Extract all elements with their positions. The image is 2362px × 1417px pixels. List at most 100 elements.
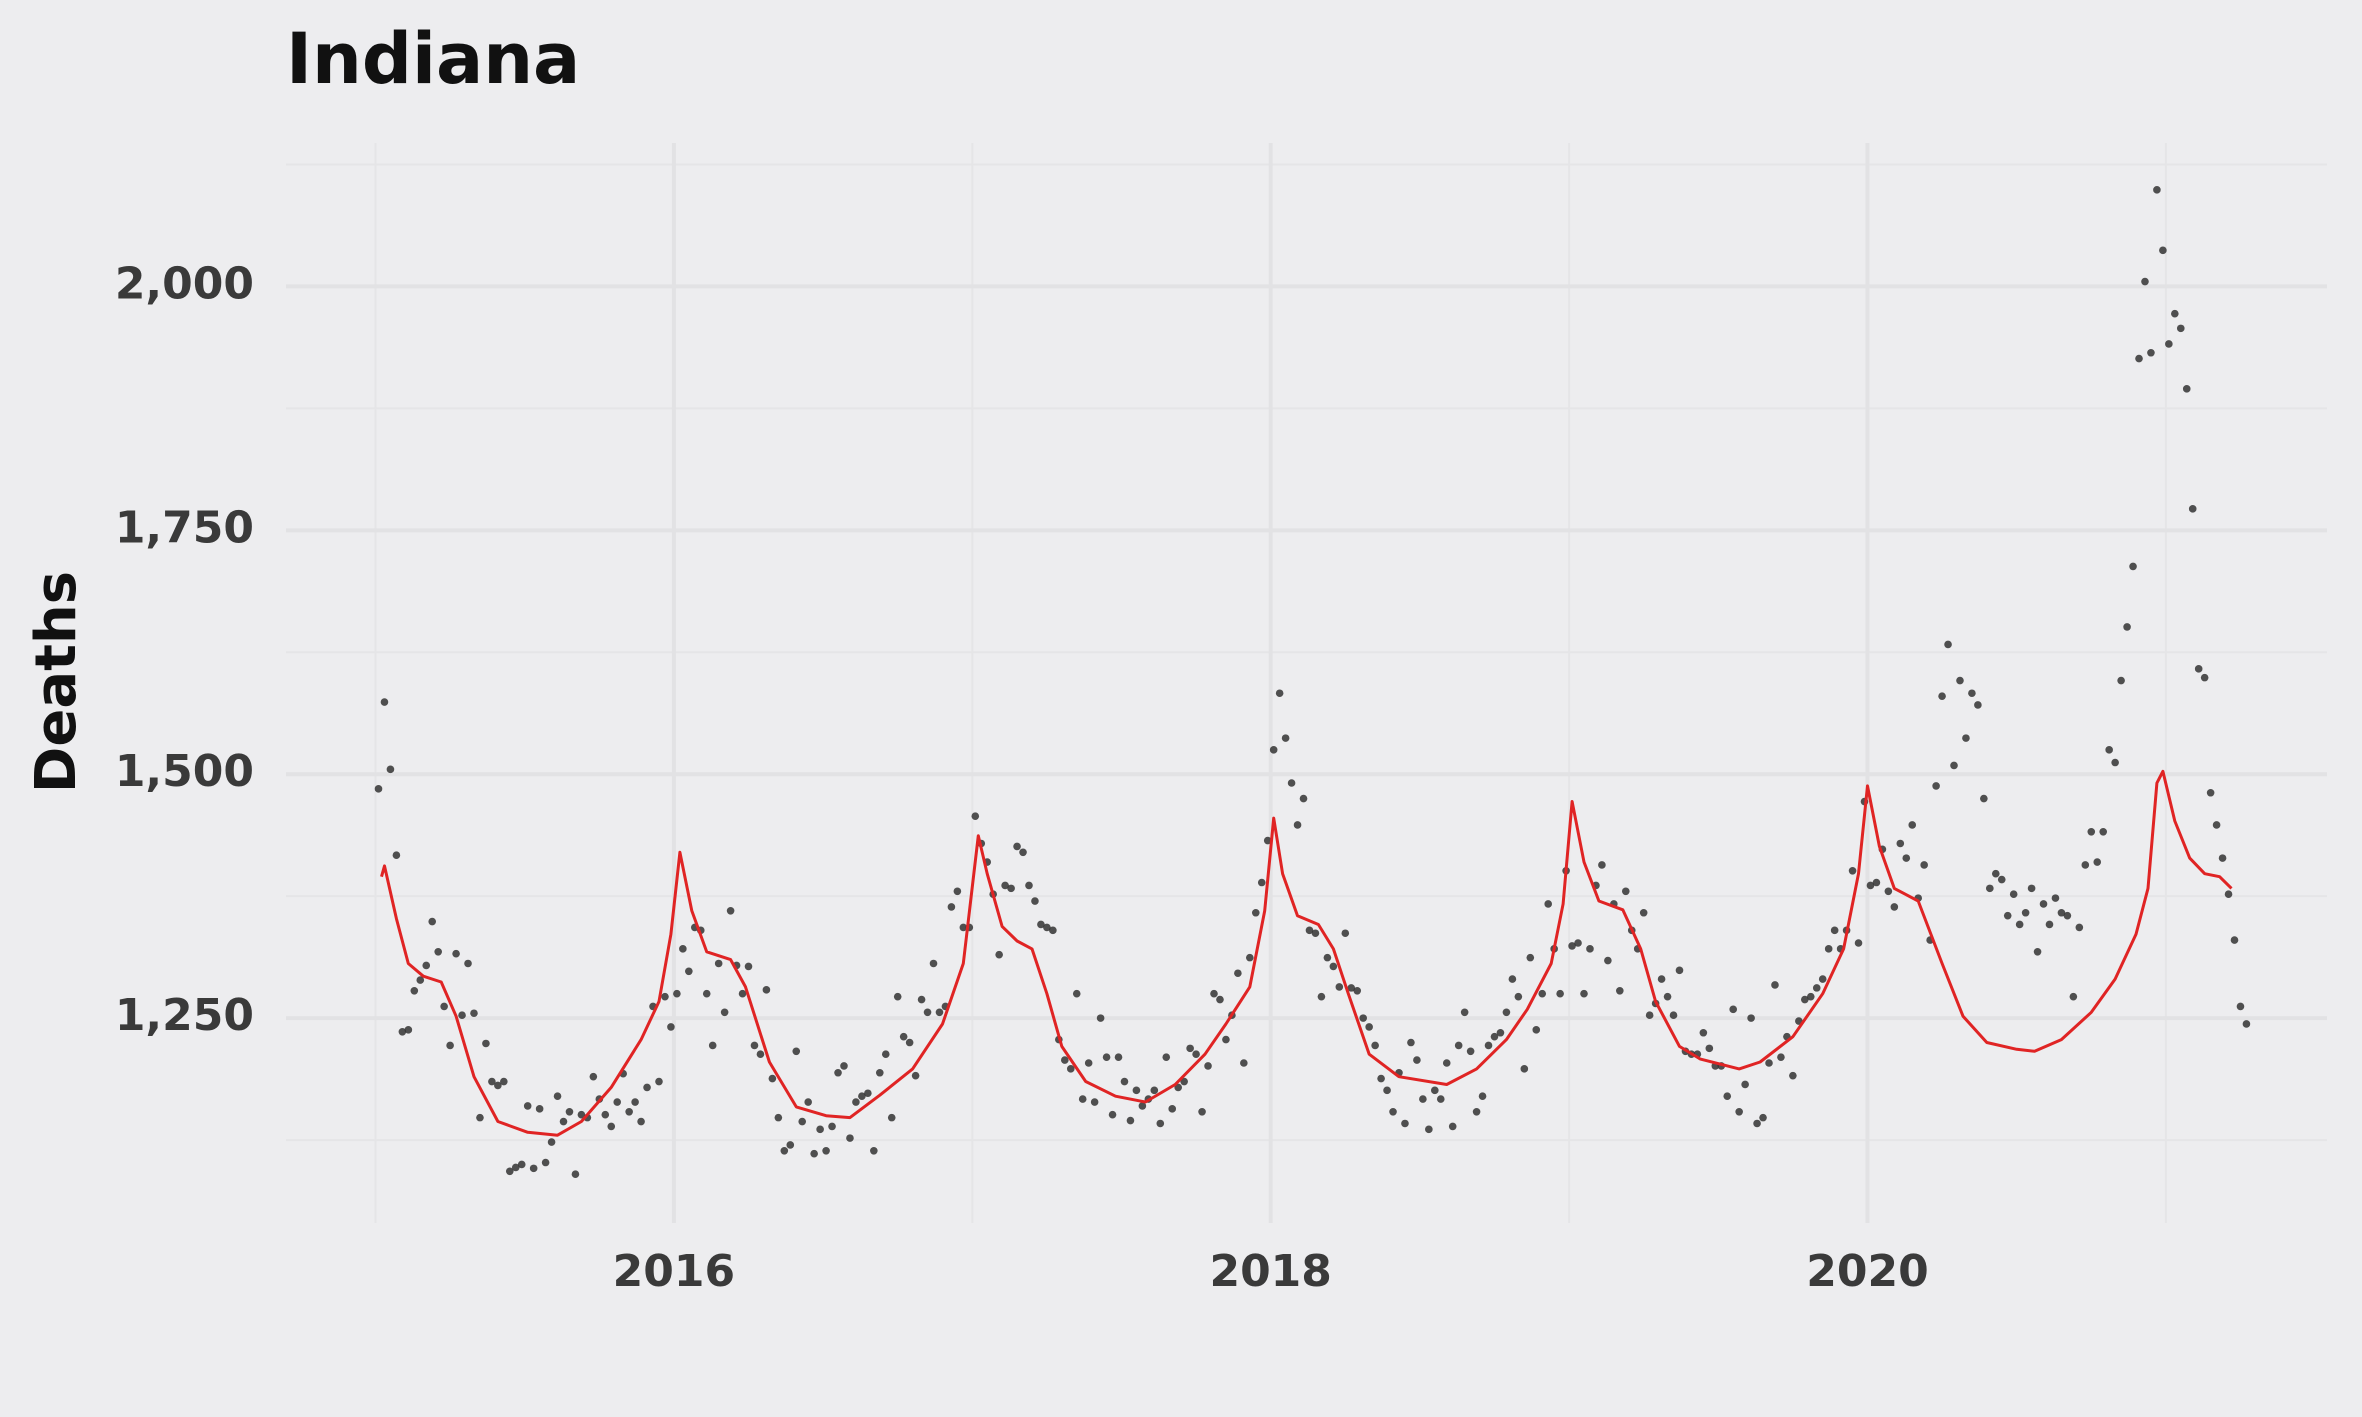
data-point	[488, 1077, 496, 1086]
data-point	[559, 1117, 568, 1126]
data-point	[774, 1113, 783, 1122]
data-point	[428, 917, 437, 926]
data-point	[1090, 1098, 1099, 1106]
data-point	[846, 1134, 854, 1142]
data-point	[1222, 1035, 1230, 1044]
data-point	[2147, 348, 2155, 357]
y-tick-label: 1,500	[115, 746, 254, 797]
data-point	[893, 992, 902, 1001]
data-point	[792, 1047, 801, 1056]
data-point	[1657, 975, 1666, 983]
data-point	[1251, 908, 1260, 917]
data-point	[1532, 1026, 1541, 1034]
data-point	[679, 945, 687, 953]
data-point	[1013, 842, 1021, 851]
data-point	[1723, 1092, 1732, 1100]
data-point	[523, 1102, 532, 1110]
data-point	[1729, 1005, 1738, 1014]
data-point	[881, 1050, 890, 1059]
data-point	[1007, 884, 1015, 893]
data-point	[2081, 861, 2090, 869]
data-point	[667, 1023, 675, 1031]
data-point	[756, 1050, 765, 1059]
data-point	[1526, 953, 1535, 962]
data-point	[1425, 1125, 1433, 1134]
data-point	[1604, 956, 1612, 965]
x-tick-label: 2016	[613, 1246, 735, 1297]
data-point	[1401, 1119, 1409, 1128]
data-point	[816, 1125, 824, 1134]
data-point	[517, 1160, 526, 1169]
data-point	[917, 995, 926, 1004]
data-point	[1645, 1011, 1654, 1019]
data-point	[2003, 911, 2012, 920]
data-point	[1138, 1102, 1147, 1110]
y-tick-label: 2,000	[115, 258, 254, 309]
data-point	[1872, 878, 1881, 887]
data-point	[1735, 1107, 1743, 1116]
data-point	[875, 1068, 884, 1077]
data-point	[935, 1008, 944, 1017]
data-point	[1192, 1050, 1200, 1059]
data-point	[1078, 1095, 1087, 1103]
data-point	[1699, 1028, 1708, 1037]
data-point	[1132, 1086, 1141, 1095]
data-point	[887, 1113, 896, 1122]
data-point	[1848, 867, 1857, 875]
data-point	[822, 1147, 830, 1155]
data-point	[1442, 1059, 1451, 1067]
data-point	[1950, 761, 1958, 770]
data-point	[416, 976, 425, 984]
data-point	[929, 959, 938, 968]
data-point	[2015, 920, 2024, 929]
data-point	[2087, 827, 2096, 836]
data-point	[1275, 689, 1284, 698]
data-point	[1484, 1041, 1493, 1050]
data-point	[1801, 995, 1809, 1004]
data-point	[1371, 1041, 1379, 1050]
data-point	[1777, 1053, 1785, 1061]
data-point	[2194, 665, 2203, 673]
data-point	[1705, 1044, 1714, 1053]
data-point	[571, 1170, 580, 1179]
data-point	[1496, 1028, 1505, 1037]
data-point	[1663, 992, 1672, 1001]
data-point	[1072, 989, 1081, 998]
data-point	[1884, 887, 1893, 896]
data-point	[392, 851, 401, 859]
x-tick-label: 2018	[1209, 1246, 1331, 1297]
data-point	[2159, 246, 2167, 255]
data-point	[1639, 908, 1648, 917]
data-point	[2051, 894, 2060, 902]
data-point	[1580, 989, 1588, 998]
data-point	[1968, 689, 1976, 698]
data-point	[1419, 1095, 1427, 1103]
data-point	[1753, 1119, 1761, 1128]
data-point	[386, 765, 395, 774]
data-point	[1514, 992, 1523, 1001]
data-point	[2111, 758, 2119, 767]
data-point	[1669, 1011, 1678, 1019]
data-point	[1956, 676, 1964, 685]
data-point	[762, 986, 771, 994]
data-point	[1353, 987, 1362, 995]
data-point	[1180, 1077, 1188, 1086]
data-point	[864, 1089, 872, 1098]
data-point	[1061, 1056, 1069, 1064]
data-point	[1472, 1107, 1481, 1116]
data-point	[1616, 987, 1624, 995]
data-point	[380, 698, 389, 706]
y-tick-label: 1,750	[115, 502, 254, 553]
x-tick-label: 2020	[1806, 1246, 1928, 1297]
data-point	[1359, 1014, 1367, 1022]
data-point	[2123, 623, 2131, 631]
data-point	[565, 1107, 574, 1116]
data-point	[1586, 945, 1594, 953]
data-point	[1478, 1092, 1487, 1100]
data-point	[905, 1038, 914, 1047]
data-point	[500, 1077, 508, 1086]
data-point	[786, 1141, 795, 1149]
data-point	[2141, 277, 2149, 286]
data-point	[1150, 1086, 1159, 1095]
